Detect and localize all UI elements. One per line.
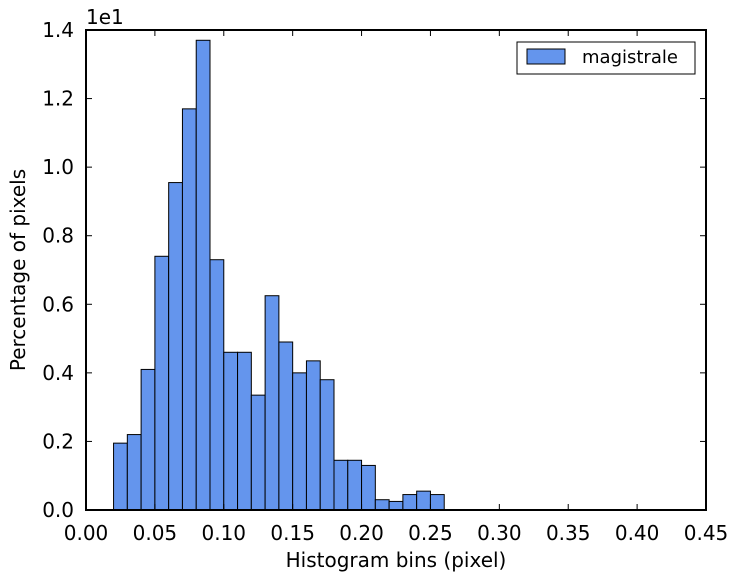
histogram-bar xyxy=(195,39,211,511)
x-axis-label: Histogram bins (pixel) xyxy=(286,548,507,572)
histogram-bar xyxy=(416,490,431,511)
histogram-bar xyxy=(223,351,239,511)
plot-frame xyxy=(85,29,707,511)
x-tick-label: 0.20 xyxy=(339,521,384,545)
y-tick-label: 0.6 xyxy=(42,292,74,316)
histogram-bar xyxy=(347,459,363,511)
x-tick-label: 0.35 xyxy=(546,521,591,545)
x-tick-label: 0.05 xyxy=(133,521,178,545)
legend-label: magistrale xyxy=(582,47,678,68)
y-tick-label: 1.4 xyxy=(42,18,74,42)
y-tick-label: 0.4 xyxy=(42,361,74,385)
histogram-bar xyxy=(181,108,197,511)
histogram-bar xyxy=(264,295,280,511)
histogram-bar xyxy=(126,434,142,511)
histogram-bar xyxy=(388,500,404,511)
y-tick-label: 0.0 xyxy=(42,498,74,522)
histogram-bar xyxy=(250,394,266,511)
histogram-bar xyxy=(278,341,294,511)
bars-group xyxy=(113,39,445,511)
histogram-bar xyxy=(292,372,307,511)
y-axis-label: Percentage of pixels xyxy=(6,169,30,371)
x-tick-label: 0.25 xyxy=(408,521,453,545)
histogram-bar xyxy=(305,360,321,511)
histogram-bar xyxy=(209,259,225,511)
y-tick-label: 1.2 xyxy=(42,87,74,111)
y-offset-text: 1e1 xyxy=(86,5,124,29)
y-tick-label: 0.2 xyxy=(42,429,74,453)
legend: magistrale xyxy=(516,41,696,75)
legend-swatch xyxy=(526,48,566,65)
histogram-bar xyxy=(361,464,376,511)
y-tick-label: 0.8 xyxy=(42,224,74,248)
x-tick-label: 0.00 xyxy=(64,521,109,545)
ticks-group: 0.00 0.05 0.10 0.15 0.20 0.25 0.30 0.35 0.40 0.45… xyxy=(42,18,728,545)
histogram-bar xyxy=(429,494,445,511)
y-tick-label: 1.0 xyxy=(42,155,74,179)
histogram-bar xyxy=(319,379,335,511)
histogram-bar xyxy=(237,351,252,511)
histogram-bar xyxy=(374,499,390,511)
x-tick-label: 0.40 xyxy=(615,521,660,545)
x-tick-label: 0.10 xyxy=(202,521,247,545)
histogram-bar xyxy=(154,255,170,511)
x-tick-label: 0.45 xyxy=(684,521,729,545)
histogram-bar xyxy=(333,459,349,511)
x-tick-label: 0.30 xyxy=(477,521,522,545)
histogram-bar xyxy=(168,182,183,511)
x-tick-label: 0.15 xyxy=(270,521,315,545)
histogram-bar xyxy=(140,368,156,511)
histogram-bar xyxy=(402,494,418,511)
histogram-bar xyxy=(113,442,128,511)
